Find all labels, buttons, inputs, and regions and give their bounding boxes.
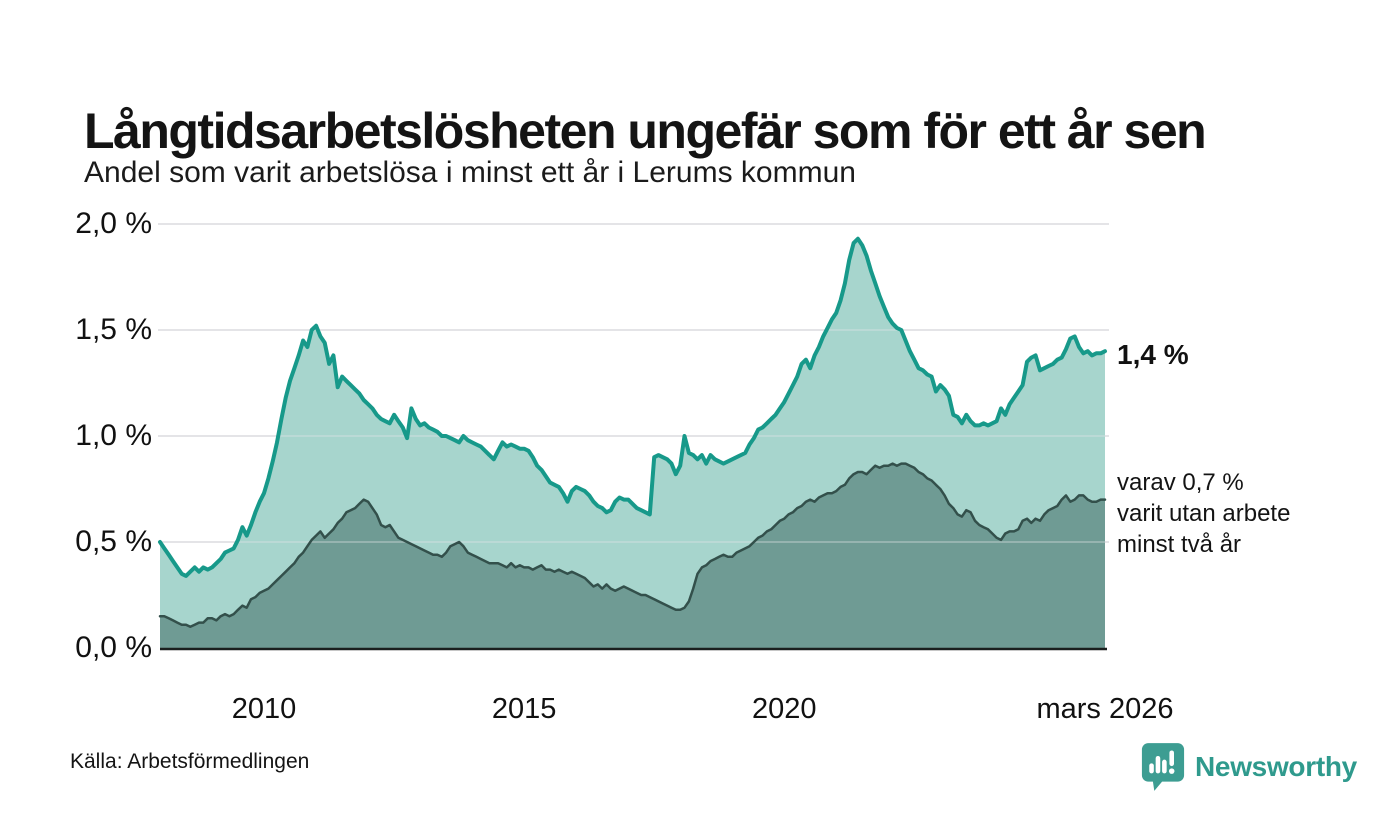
y-tick-label: 1,5 % [75, 313, 152, 346]
chart-title: Långtidsarbetslösheten ungefär som för e… [84, 102, 1207, 159]
y-tick-label: 0,5 % [75, 525, 152, 558]
series2-annotation-line3: minst två år [1117, 531, 1242, 558]
y-tick-label: 0,0 % [75, 631, 152, 664]
chart-subtitle: Andel som varit arbetslösa i minst ett å… [84, 156, 856, 189]
source-note: Källa: Arbetsförmedlingen [70, 750, 310, 773]
x-tick-label: 2010 [231, 693, 297, 725]
newsworthy-logo-icon [1141, 742, 1185, 792]
series1-end-value-label: 1,4 % [1117, 339, 1189, 370]
series2-annotation-line1: varav 0,7 % [1117, 469, 1244, 496]
y-tick-label: 1,0 % [75, 419, 152, 452]
x-tick-label: 2020 [751, 693, 817, 725]
series2-annotation: varav 0,7 % varit utan arbete minst två … [1117, 467, 1290, 560]
y-tick-label: 2,0 % [75, 207, 152, 240]
x-tick-label: mars 2026 [1036, 693, 1174, 725]
newsworthy-wordmark: Newsworthy [1195, 751, 1357, 782]
brand-lockup: Newsworthy [1141, 742, 1357, 792]
x-tick-label: 2015 [491, 693, 557, 725]
series2-annotation-line2: varit utan arbete [1117, 500, 1291, 527]
